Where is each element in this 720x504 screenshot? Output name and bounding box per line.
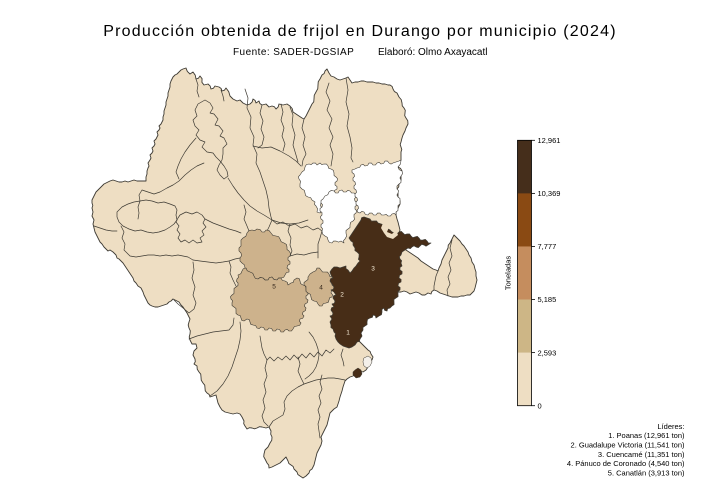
svg-text:5,185: 5,185: [538, 295, 557, 304]
svg-text:10,369: 10,369: [538, 189, 561, 198]
svg-text:3. Cuencamé (11,351 ton): 3. Cuencamé (11,351 ton): [598, 450, 685, 459]
svg-text:Líderes:: Líderes:: [657, 422, 684, 431]
svg-text:5. Canatlán (3,913 ton): 5. Canatlán (3,913 ton): [608, 468, 685, 477]
svg-text:1: 1: [346, 329, 350, 336]
svg-text:7,777: 7,777: [538, 242, 557, 251]
svg-text:5: 5: [272, 283, 276, 290]
svg-text:4. Pánuco de Coronado (4,540 t: 4. Pánuco de Coronado (4,540 ton): [567, 459, 685, 468]
svg-text:1. Poanas (12,961 ton): 1. Poanas (12,961 ton): [608, 431, 685, 440]
svg-text:0: 0: [538, 401, 542, 410]
svg-text:2: 2: [340, 291, 344, 298]
svg-text:2. Guadalupe Victoria (11,541: 2. Guadalupe Victoria (11,541 ton): [571, 441, 685, 450]
svg-text:4: 4: [319, 284, 323, 291]
svg-text:3: 3: [371, 265, 375, 272]
svg-text:12,961: 12,961: [538, 136, 561, 145]
svg-text:2,593: 2,593: [538, 348, 557, 357]
svg-text:Toneladas: Toneladas: [504, 256, 513, 290]
